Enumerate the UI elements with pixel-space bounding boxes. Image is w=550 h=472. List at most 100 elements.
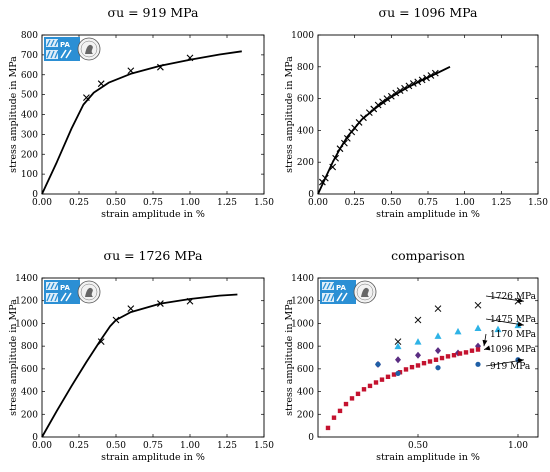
x-axis-label: strain amplitude in %	[376, 452, 480, 463]
plot-frame	[317, 34, 539, 195]
x-tick-label: 1.25	[217, 198, 237, 208]
data-point	[385, 374, 391, 380]
chart-title: σu = 919 MPa	[108, 5, 199, 20]
data-point	[349, 396, 355, 401]
data-point-x	[341, 139, 348, 147]
x-tick-label: 1.00	[180, 198, 200, 208]
series-1170-mpa	[375, 342, 481, 368]
data-point	[394, 338, 402, 345]
data-point-x	[423, 74, 430, 82]
y-tick-label: 0	[308, 433, 314, 443]
data-point-x	[186, 297, 194, 305]
x-tick-label: 1.25	[491, 198, 511, 208]
y-tick-label: 800	[297, 342, 314, 352]
fit-curve	[317, 65, 451, 195]
university-seal-icon	[77, 37, 101, 61]
y-tick-label: 1000	[291, 31, 314, 41]
y-tick-label: 400	[21, 388, 38, 398]
pa-logo: PA	[44, 280, 101, 304]
data-point-x	[351, 124, 359, 132]
data-point	[361, 387, 367, 392]
data-point	[395, 356, 401, 364]
x-tick-label: 1.00	[455, 198, 475, 208]
data-point	[434, 305, 442, 313]
x-tick-label: 1.25	[217, 441, 237, 451]
data-point-x	[321, 174, 329, 182]
x-tick-label: 0.75	[143, 441, 163, 451]
x-tick-label: 1.50	[528, 198, 548, 208]
x-tick-label: 0.75	[143, 198, 163, 208]
data-point-x	[127, 305, 135, 313]
data-point-x	[332, 154, 339, 162]
data-point-x	[157, 300, 164, 307]
data-point-x	[127, 67, 135, 75]
data-point	[343, 401, 349, 407]
x-tick-label: 0.25	[345, 198, 365, 208]
series-annotation: 1726 MPa	[485, 292, 537, 303]
series-1475-mpa	[394, 321, 522, 350]
data-point	[494, 325, 502, 333]
chart-title: σu = 1726 MPa	[104, 248, 203, 263]
x-tick-label: 1.50	[254, 198, 274, 208]
data-point	[415, 363, 421, 368]
x-tick-label: 0.25	[69, 441, 89, 451]
data-point-x	[319, 178, 326, 186]
x-axis-label: strain amplitude in %	[376, 209, 480, 220]
y-tick-label: 400	[297, 388, 314, 398]
data-point	[435, 365, 441, 371]
x-tick-label: 1.50	[254, 441, 274, 451]
data-point	[394, 342, 402, 350]
data-point	[457, 351, 463, 356]
x-tick-label: 0.25	[69, 198, 89, 208]
series-label: 1170 MPa	[490, 330, 537, 340]
x-tick-label: 0.00	[32, 198, 52, 208]
data-point-x	[392, 89, 400, 97]
x-tick-label: 1.00	[508, 441, 528, 451]
y-tick-label: 1400	[15, 274, 38, 284]
data-point-x	[431, 69, 439, 77]
y-tick-label: 1400	[291, 274, 314, 284]
series-label: 1726 MPa	[490, 292, 537, 302]
y-tick-label: 0	[32, 190, 38, 200]
y-tick-label: 1200	[15, 297, 38, 307]
data-point-x	[383, 95, 391, 102]
university-seal-icon	[353, 280, 377, 304]
data-point	[355, 391, 361, 397]
series-label: 919 MPa	[490, 362, 531, 372]
data-point	[331, 415, 337, 420]
data-point	[433, 357, 439, 362]
data-point	[337, 408, 343, 414]
x-tick-label: 1.00	[180, 441, 200, 451]
y-tick-label: 800	[297, 63, 314, 73]
data-point-x	[374, 101, 382, 109]
y-tick-label: 200	[297, 158, 314, 168]
data-point-x	[348, 128, 356, 136]
y-tick-label: 1000	[291, 319, 314, 329]
data-point	[475, 347, 481, 352]
data-point-x	[405, 82, 413, 90]
x-tick-label: 0.00	[308, 198, 328, 208]
data-point	[379, 377, 385, 382]
y-tick-label: 500	[21, 91, 38, 101]
chart-panel-1: 0.00 0.25 0.50 0.75 1.00 1.25 1.50 0 100 200 300 40…	[8, 5, 274, 220]
y-tick-label: 200	[21, 410, 38, 420]
data-point-x	[418, 76, 426, 84]
y-tick-label: 700	[21, 51, 38, 61]
data-point-x	[83, 94, 90, 101]
data-point	[463, 350, 469, 355]
x-tick-label: 0.50	[408, 441, 428, 451]
series-annotation: 919 MPa	[485, 358, 531, 372]
data-point	[415, 351, 421, 359]
pa-logo: PA	[320, 280, 377, 304]
y-tick-label: 800	[21, 31, 38, 41]
data-point	[375, 361, 381, 367]
svg-text:PA: PA	[336, 284, 346, 292]
data-point-x	[97, 338, 105, 345]
y-tick-label: 600	[21, 71, 38, 81]
data-point	[373, 380, 379, 385]
data-point	[427, 359, 433, 364]
series-annotation: 1475 MPa	[485, 315, 537, 327]
y-axis-label: stress amplitude in MPa	[284, 299, 295, 416]
y-tick-label: 0	[32, 433, 38, 443]
data-point-x	[414, 78, 422, 86]
